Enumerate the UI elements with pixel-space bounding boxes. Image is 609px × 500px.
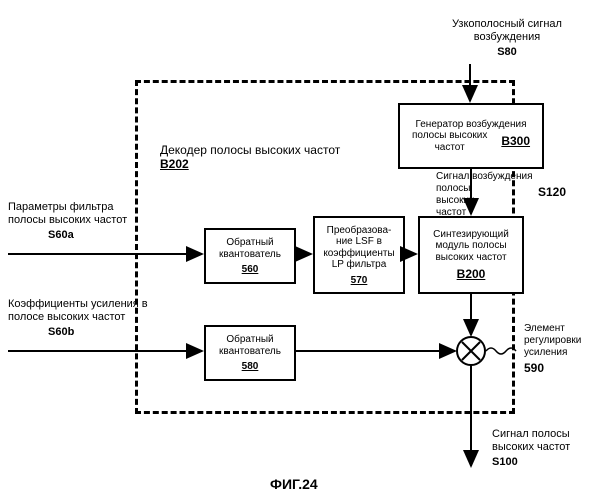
b200-line2: модуль полосы [435,240,506,252]
b300-id: B300 [501,135,530,149]
q580-id: 580 [242,361,259,372]
s100-id: S100 [492,456,570,469]
s60a-line1: Параметры фильтра [8,201,127,214]
s120-line2: полосы [436,183,470,194]
b200-id: B200 [457,267,486,281]
s60a-id: S60a [48,229,127,242]
s80-id: S80 [432,46,582,59]
t570-id: 570 [351,275,368,286]
q560-line1: Обратный [226,237,273,249]
signal-s120-label: Сигнал возбуждения полосы высоких частот… [436,171,566,219]
b300-line3: частот [435,142,465,153]
b300-line1: Генератор возбуждения [415,119,526,131]
block-b200: Синтезирующий модуль полосы высоких част… [418,216,524,294]
multiplier-label: Элемент регулировки усиления 590 [524,323,581,375]
s120-line3: высоких [436,195,474,206]
block-580: Обратный квантователь 580 [204,325,296,381]
s120-id: S120 [538,185,566,199]
decoder-title-text: Декодер полосы высоких частот [160,143,340,157]
input-s60a-label: Параметры фильтра полосы высоких частот … [8,201,127,243]
mult-line2: регулировки [524,335,581,347]
b200-line3: высоких частот [435,252,506,264]
block-b300: Генератор возбуждения полосы высоких час… [398,103,544,169]
s60b-line1: Коэффициенты усиления в [8,298,148,311]
b200-line1: Синтезирующий [433,229,509,241]
decoder-title: Декодер полосы высоких частот B202 [160,143,380,172]
input-s80-label: Узкополосный сигнал возбуждения S80 [432,18,582,60]
block-560: Обратный квантователь 560 [204,228,296,284]
s60b-id: S60b [48,326,148,339]
s120-line1: Сигнал возбуждения [436,171,533,183]
s100-line1: Сигнал полосы [492,428,570,441]
s60b-line2: полосе высоких частот [8,311,148,324]
t570-line1: Преобразова- [327,225,392,237]
mult-id: 590 [524,361,581,375]
s80-line1: Узкополосный сигнал [432,18,582,31]
q560-id: 560 [242,264,259,275]
s100-line2: высоких частот [492,441,570,454]
decoder-title-id: B202 [160,157,189,171]
block-570: Преобразова- ние LSF в коэффициенты LP ф… [313,216,405,294]
figure-label: ФИГ.24 [270,476,318,493]
s80-line2: возбуждения [432,31,582,44]
input-s60b-label: Коэффициенты усиления в полосе высоких ч… [8,298,148,340]
b300-line2: полосы высоких [412,130,487,141]
output-s100-label: Сигнал полосы высоких частот S100 [492,428,570,470]
q560-line2: квантователь [219,249,281,261]
q580-line2: квантователь [219,346,281,358]
s60a-line2: полосы высоких частот [8,214,127,227]
t570-line4: LP фильтра [332,259,387,271]
q580-line1: Обратный [226,334,273,346]
diagram-canvas: Декодер полосы высоких частот B202 Узкоп… [0,0,609,500]
mult-line1: Элемент [524,323,581,335]
s120-line4: частот [436,207,466,218]
mult-line3: усиления [524,347,581,359]
t570-line2: ние LSF в [336,236,382,248]
t570-line3: коэффициенты [323,248,394,260]
